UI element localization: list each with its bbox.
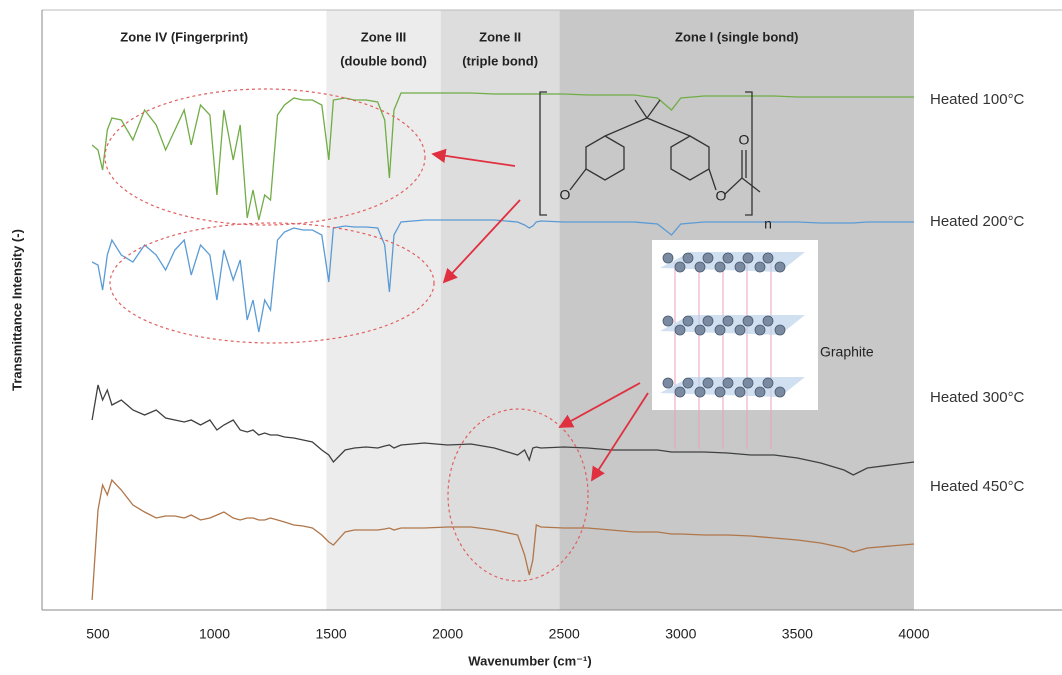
spectrum-line	[91, 92, 914, 221]
graphite-atom	[774, 324, 786, 336]
graphite-atom	[734, 324, 746, 336]
curves	[91, 92, 915, 601]
graphite-atom	[762, 377, 774, 389]
series-label: Heated 200°C	[930, 213, 1025, 230]
graphite-atom	[754, 261, 766, 273]
graphite-label: Graphite	[820, 344, 874, 360]
graphite-atom	[702, 252, 714, 264]
graphite-atom	[742, 377, 754, 389]
graphite-atom	[682, 377, 694, 389]
graphite-atom	[694, 386, 706, 398]
graphite-atom	[762, 252, 774, 264]
graphite-atom	[674, 386, 686, 398]
structure-label: O	[716, 188, 727, 204]
graphite-atom	[714, 324, 726, 336]
x-tick-label: 2000	[432, 626, 463, 642]
graphite-atom	[722, 315, 734, 327]
graphite-atom	[754, 386, 766, 398]
zones: Zone IV (Fingerprint) Zone III (double bon…	[42, 9, 1062, 610]
zone-label: Zone II	[479, 29, 521, 44]
arrows	[431, 148, 649, 482]
graphite-atom	[722, 377, 734, 389]
spectrum-line	[91, 384, 915, 476]
x-tick-label: 3000	[665, 626, 696, 642]
graphite-atom	[682, 315, 694, 327]
structure-label: n	[764, 216, 772, 232]
graphite-atom	[714, 261, 726, 273]
graphite-atom	[662, 377, 674, 389]
graphite-atom	[734, 386, 746, 398]
x-tick-label: 500	[86, 626, 110, 642]
graphite-atom	[662, 252, 674, 264]
spectrum-line	[91, 219, 914, 333]
graphite-atom	[674, 261, 686, 273]
spectrum-line	[91, 478, 915, 601]
zone-label: (triple bond)	[462, 53, 538, 68]
polymer-structure	[539, 91, 761, 216]
graphite-atom	[774, 386, 786, 398]
zone-label: Zone IV (Fingerprint)	[120, 29, 248, 44]
x-tick-label: 3500	[782, 626, 813, 642]
x-tick-label: 4000	[898, 626, 929, 642]
y-axis-label: Transmittance Intensity (-)	[9, 229, 24, 391]
graphite-illustration	[660, 252, 805, 449]
graphite-atom	[742, 315, 754, 327]
highlight-ellipses	[104, 88, 589, 582]
zone-label: Zone III	[361, 29, 407, 44]
graphite-atom	[662, 315, 674, 327]
series-label: Heated 450°C	[930, 478, 1025, 495]
structure-label: O	[739, 132, 750, 148]
zone-label: (double bond)	[340, 53, 427, 68]
zone-band	[42, 10, 327, 610]
series-label: Heated 300°C	[930, 389, 1025, 406]
graphite-atom	[762, 315, 774, 327]
graphite-atom	[714, 386, 726, 398]
zone-label: Zone I (single bond)	[675, 29, 799, 44]
graphite-atom	[682, 252, 694, 264]
graphite-atom	[674, 324, 686, 336]
series-label: Heated 100°C	[930, 91, 1025, 108]
graphite-atom	[734, 261, 746, 273]
graphite-atom	[754, 324, 766, 336]
graphite-atom	[722, 252, 734, 264]
graphite-atom	[774, 261, 786, 273]
x-tick-label: 2500	[549, 626, 580, 642]
graphite-atom	[742, 252, 754, 264]
graphite-atom	[694, 324, 706, 336]
x-tick-label: 1500	[316, 626, 347, 642]
x-axis-label: Wavenumber (cm⁻¹)	[468, 653, 591, 668]
graphite-atom	[702, 315, 714, 327]
graphite-atom	[694, 261, 706, 273]
graphite-atom	[702, 377, 714, 389]
x-tick-label: 1000	[199, 626, 230, 642]
structure-label: O	[560, 187, 571, 203]
zone-band	[440, 10, 560, 610]
zone-band	[326, 10, 441, 610]
